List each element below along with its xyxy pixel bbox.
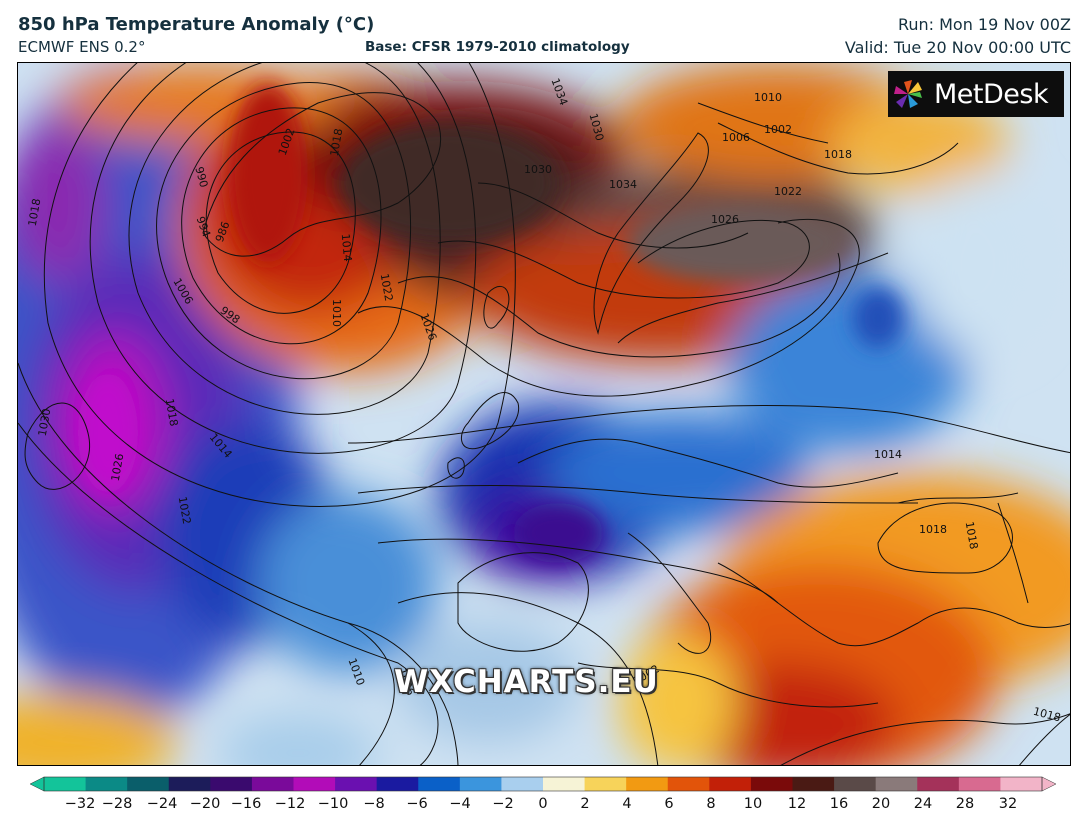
chart-title: 850 hPa Temperature Anomaly (°C) [18, 14, 375, 35]
colorbar-tick-label: −12 [274, 796, 306, 812]
isobar-label: 1010 [754, 91, 782, 104]
colorbar-min-arrow [30, 776, 45, 792]
isobar-label: 1022 [378, 272, 396, 302]
colorbar-segment [335, 777, 378, 791]
colorbar-tick-label: 24 [913, 796, 933, 812]
colorbar-tick-label: −16 [230, 796, 262, 812]
colorbar-tick-label: −2 [492, 796, 514, 812]
isobar-label: 1018 [824, 148, 852, 161]
colorbar-segment [543, 777, 586, 791]
colorbar-tick-label: −28 [101, 796, 133, 812]
isobar-label: 1030 [524, 163, 552, 176]
colorbar-segment [1000, 777, 1043, 791]
coastlines [202, 92, 1070, 708]
metdesk-logo: MetDesk [888, 71, 1064, 117]
colorbar-segment [958, 777, 1002, 791]
colorbar-tick-label: 4 [622, 796, 632, 812]
colorbar-segment [709, 777, 752, 791]
colorbar-segment [418, 777, 461, 791]
colorbar-segment [44, 777, 87, 791]
isobar-label: 1022 [774, 185, 802, 198]
isobar-label: 990 [192, 165, 210, 189]
colorbar-tick-label: 32 [998, 796, 1018, 812]
colorbar-max-arrow [1041, 776, 1056, 792]
colorbar-tick-label: 28 [955, 796, 975, 812]
colorbar-segment [85, 777, 128, 791]
colorbar-tick-label: 6 [664, 796, 674, 812]
isobar-label: 1010 [330, 299, 343, 327]
colorbar-segment [168, 777, 211, 791]
isobar-label: 1026 [711, 213, 739, 226]
colorbar-segment [251, 777, 295, 791]
colorbar-tick-label: −32 [64, 796, 96, 812]
colorbar-segment [667, 777, 710, 791]
colorbar-segment [293, 777, 336, 791]
isobar-label: 1018 [163, 397, 181, 427]
colorbar-segment [459, 777, 503, 791]
colorbar-segment [584, 777, 627, 791]
colorbar-tick-label: 10 [743, 796, 763, 812]
anomaly-map[interactable]: 1018 990 994 986 1002 1018 998 1006 1014 1010 1022… [17, 62, 1071, 766]
colorbar-segment [501, 777, 544, 791]
isobar-label: 1002 [764, 123, 792, 136]
isobar-label: 1030 [36, 407, 54, 437]
isobar-label: 1014 [874, 448, 902, 461]
isobar-label: 1022 [176, 495, 194, 525]
colorbar-tick-label: 2 [580, 796, 590, 812]
isobar-label: 1018 [963, 520, 981, 550]
anomaly-detail [78, 83, 903, 563]
colorbar-segment [792, 777, 835, 791]
colorbar-segment [917, 777, 960, 791]
colorbar-segment [750, 777, 794, 791]
colorbar-tick-label: −6 [406, 796, 428, 812]
metdesk-logo-text: MetDesk [934, 78, 1049, 110]
colorbar-tick-label: 0 [538, 796, 548, 812]
colorbar-tick-label: 12 [787, 796, 807, 812]
colorbar-tick-label: 20 [871, 796, 891, 812]
climatology-base: Base: CFSR 1979-2010 climatology [365, 39, 630, 55]
isobar-label: 1018 [919, 523, 947, 536]
colorbar-tick-label: 8 [706, 796, 716, 812]
colorbar-tick-label: −20 [189, 796, 221, 812]
isobar-label: 1006 [722, 131, 750, 144]
wxcharts-watermark: WXCHARTS.EU [394, 664, 659, 700]
isobar-label: 1014 [339, 233, 354, 262]
colorbar-segment [626, 777, 669, 791]
colorbar-border [43, 776, 1043, 792]
colorbar-tick-label: −10 [317, 796, 349, 812]
colorbar-segment [875, 777, 918, 791]
colorbar-segment [210, 777, 253, 791]
isobar-label: 1018 [26, 197, 44, 227]
colorbar-segment [376, 777, 419, 791]
colorbar-segment [834, 777, 877, 791]
isobar-label: 1034 [609, 178, 637, 191]
metdesk-pinwheel-icon [894, 80, 922, 108]
run-time: Run: Mon 19 Nov 00Z [897, 15, 1071, 34]
isobars [18, 63, 1070, 765]
colorbar-tick-label: −24 [146, 796, 178, 812]
colorbar-tick-label: 16 [829, 796, 849, 812]
colorbar-ticks: −32 −28 −24 −20 −16 −12 −10 −8 −6 −4 −2 0 2 4 6 8 10 12 16… [0, 796, 1088, 820]
model-name: ECMWF ENS 0.2° [18, 38, 146, 56]
colorbar-tick-label: −4 [449, 796, 471, 812]
colorbar-tick-label: −8 [363, 796, 385, 812]
colorbar-segment [127, 777, 170, 791]
colorbar [30, 776, 1056, 792]
isobar-label: 1018 [328, 127, 346, 157]
valid-time: Valid: Tue 20 Nov 00:00 UTC [844, 38, 1071, 57]
isobar-label: 1026 [109, 452, 127, 482]
